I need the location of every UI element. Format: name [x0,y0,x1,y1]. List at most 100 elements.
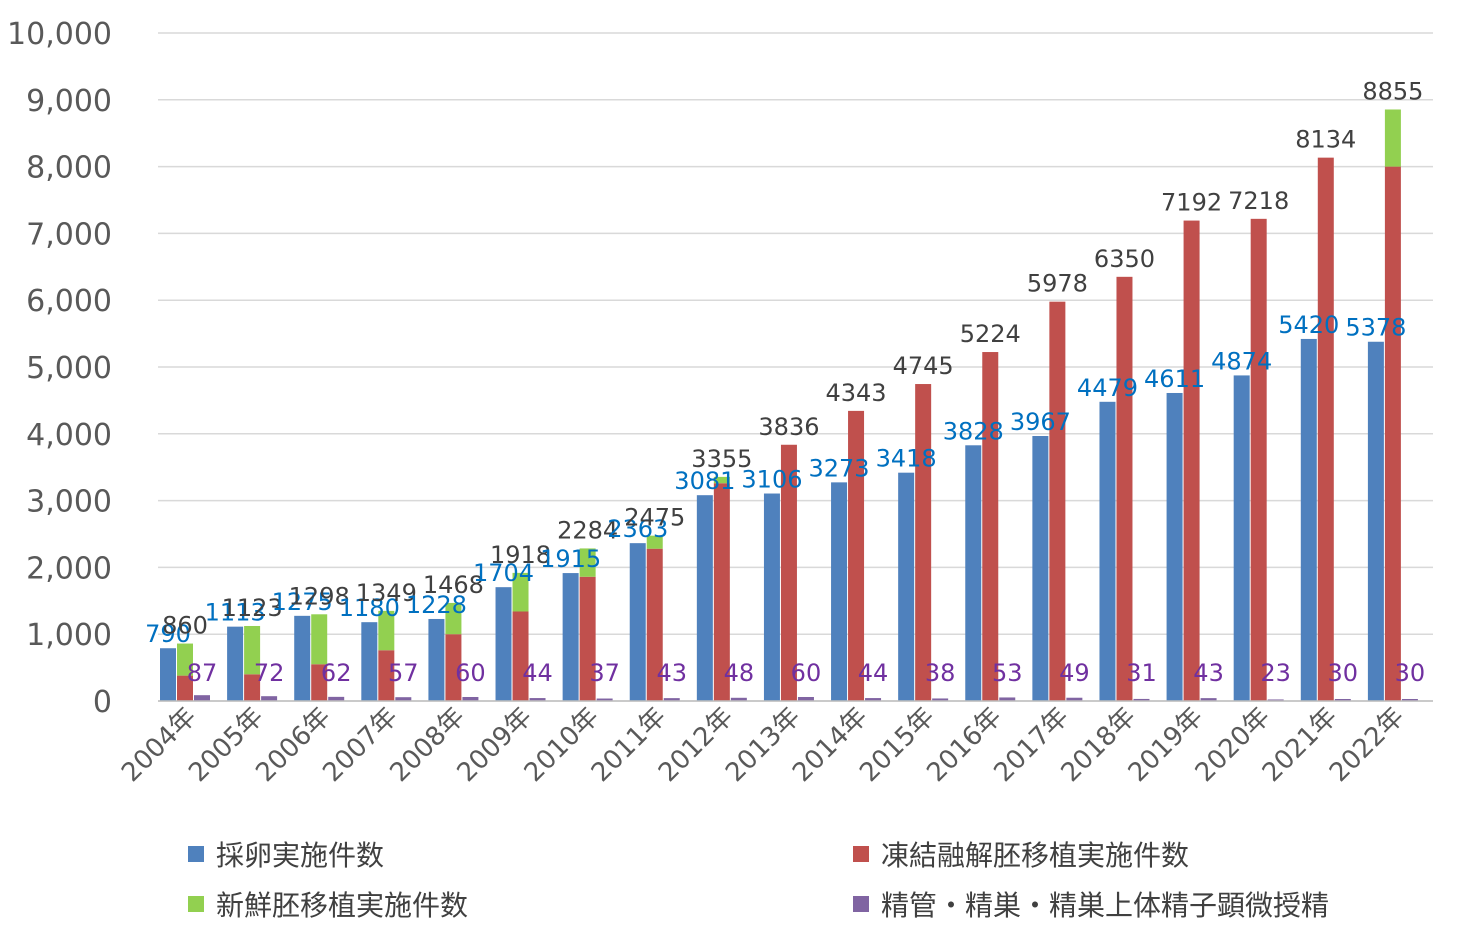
bars [160,109,1418,702]
bar-oocyte [1300,338,1317,701]
bar-frozen [780,444,797,701]
bar-frozen [848,410,865,701]
legend-item-sperm: 精管・精巣・精巣上体精子顕微授精 [853,884,1329,924]
data-label-oocyte: 4874 [1211,347,1272,375]
bar-oocyte [294,615,311,701]
bar-fresh [646,535,663,549]
bar-fresh [1384,109,1401,167]
data-label-sperm: 57 [388,659,419,687]
legend-item-frozen: 凍結融解胚移植実施件数 [853,834,1189,874]
bar-oocyte [1166,392,1183,701]
bar-oocyte [1233,375,1250,701]
bar-frozen [512,611,529,701]
data-label-sperm: 23 [1260,659,1291,687]
bar-sperm [462,696,479,701]
x-tick-label: 2005年 [183,702,269,788]
data-label-oocyte: 2363 [607,515,668,543]
data-label-sperm: 31 [1126,659,1157,687]
x-tick-label: 2022年 [1324,702,1410,788]
data-label-oocyte: 1704 [473,559,534,587]
bar-frozen [244,674,261,701]
bar-oocyte [965,445,982,701]
bar-fresh [378,610,395,651]
x-tick-label: 2018年 [1056,702,1142,788]
legend-swatch-oocyte [188,846,204,862]
data-label-oocyte: 4611 [1144,365,1205,393]
x-tick-label: 2019年 [1123,702,1209,788]
bar-frozen [177,675,193,701]
data-label-sperm: 43 [1193,659,1224,687]
x-tick-label: 2013年 [720,702,806,788]
bar-sperm [1133,698,1150,701]
bar-fresh [579,548,596,577]
y-tick-label: 8,000 [26,151,112,186]
x-tick-label: 2017年 [988,702,1074,788]
data-label-sperm: 62 [321,659,352,687]
bar-oocyte [361,622,378,701]
data-label-sperm: 37 [589,659,620,687]
y-tick-label: 5,000 [26,351,112,386]
x-tick-label: 2004年 [116,702,202,788]
bar-sperm [865,698,882,701]
data-label-oocyte: 5378 [1345,314,1406,342]
y-tick-label: 10,000 [7,17,112,52]
data-label-total: 1298 [289,582,350,610]
data-label-oocyte: 3828 [943,417,1004,445]
data-label-sperm: 38 [925,659,956,687]
data-label-sperm: 44 [522,659,553,687]
data-label-total: 7218 [1228,187,1289,215]
bar-frozen [982,352,999,701]
data-label-total: 2284 [557,516,618,544]
x-tick-label: 2012年 [653,702,739,788]
bar-frozen [378,650,395,701]
data-label-total: 4745 [893,352,954,380]
data-label-total: 7192 [1161,189,1222,217]
bar-sperm [596,698,613,701]
data-label-sperm: 60 [455,659,486,687]
bar-sperm [1401,698,1418,701]
x-tick-label: 2015年 [854,702,940,788]
bar-oocyte [763,493,780,701]
data-label-sperm: 44 [858,659,889,687]
bar-oocyte [160,648,176,701]
bar-fresh [512,572,529,612]
bar-fresh [177,643,193,676]
data-label-oocyte: 3418 [876,445,937,473]
data-label-sperm: 49 [1059,659,1090,687]
data-label-oocyte: 790 [145,620,191,648]
bar-oocyte [898,472,915,701]
bar-frozen [1250,218,1267,702]
data-label-total: 1349 [356,579,417,607]
data-label-sperm: 30 [1395,659,1426,687]
data-label-sperm: 48 [724,659,755,687]
bar-oocyte [831,482,848,701]
bar-frozen [445,634,462,701]
y-tick-label: 0 [93,685,112,720]
x-tick-label: 2007年 [317,702,403,788]
bar-sperm [395,697,412,701]
data-label-total: 8134 [1295,126,1356,154]
bar-frozen [579,576,596,701]
bar-frozen [713,483,730,701]
data-label-total: 1468 [423,571,484,599]
data-label-oocyte: 1180 [339,594,400,622]
bar-oocyte [428,618,445,701]
data-label-total: 5224 [960,320,1021,348]
bar-sperm [328,696,345,701]
bar-frozen [646,548,663,701]
bar-sperm [999,697,1016,701]
data-label-oocyte: 5420 [1278,311,1339,339]
x-tick-label: 2014年 [787,702,873,788]
legend-label-frozen: 凍結融解胚移植実施件数 [881,839,1190,872]
data-label-oocyte: 3081 [674,467,735,495]
data-label-total: 1123 [222,594,283,622]
bar-oocyte [1099,401,1116,701]
bar-frozen [1317,157,1334,701]
data-label-sperm: 87 [187,659,218,687]
data-label-oocyte: 1275 [272,588,333,616]
y-tick-label: 6,000 [26,284,112,319]
legend-item-oocyte: 採卵実施件数 [188,834,384,874]
data-label-oocyte: 3967 [1010,408,1071,436]
bar-sperm [932,698,949,701]
